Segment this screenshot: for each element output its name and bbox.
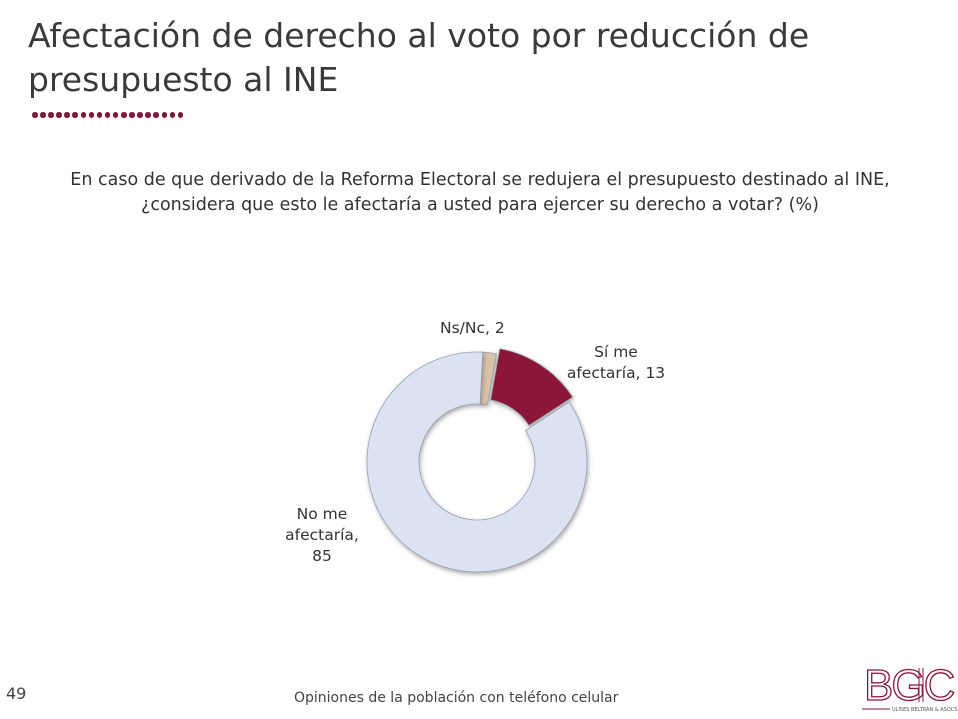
- divider-dot: [161, 112, 167, 118]
- divider-dot: [145, 112, 151, 118]
- svg-text:ULISES BELTRÁN & ASOCS.: ULISES BELTRÁN & ASOCS.: [892, 706, 958, 713]
- divider-dot: [40, 112, 46, 118]
- divider-dot: [96, 112, 103, 118]
- donut-slice-ns-nc: [479, 351, 497, 406]
- divider-dot: [153, 112, 159, 118]
- divider-dot: [137, 112, 143, 118]
- page-number: 49: [6, 684, 27, 703]
- bgc-logo: BGC ULISES BELTRÁN & ASOCS.: [862, 660, 958, 715]
- divider-dot: [104, 112, 111, 118]
- divider-dot: [169, 112, 176, 118]
- donut-slice-no-me-afectar-a: [366, 351, 588, 573]
- label-ns-nc: Ns/Nc, 2: [440, 319, 505, 337]
- divider-dot: [64, 112, 70, 118]
- page-title: Afectación de derecho al voto por reducc…: [28, 16, 810, 99]
- label-si-me-afectaria: Sí me afectaría, 13: [566, 343, 666, 382]
- survey-question: En caso de que derivado de la Reforma El…: [70, 170, 890, 215]
- svg-text:BGC: BGC: [864, 661, 955, 710]
- title-dotted-divider: [32, 112, 184, 118]
- divider-dot: [80, 112, 87, 118]
- divider-dot: [129, 112, 135, 118]
- donut-slice-s-me-afectar-a: [490, 348, 574, 426]
- divider-dot: [88, 112, 95, 118]
- label-no-me-afectaria: No me afectaría, 85: [285, 505, 359, 565]
- divider-dot: [177, 112, 184, 118]
- divider-dot: [32, 112, 38, 118]
- divider-dot: [112, 112, 119, 118]
- divider-dot: [48, 112, 54, 118]
- footer-note: Opiniones de la población con teléfono c…: [294, 690, 619, 706]
- divider-dot: [121, 112, 127, 118]
- divider-dot: [72, 112, 78, 118]
- divider-dot: [56, 112, 62, 118]
